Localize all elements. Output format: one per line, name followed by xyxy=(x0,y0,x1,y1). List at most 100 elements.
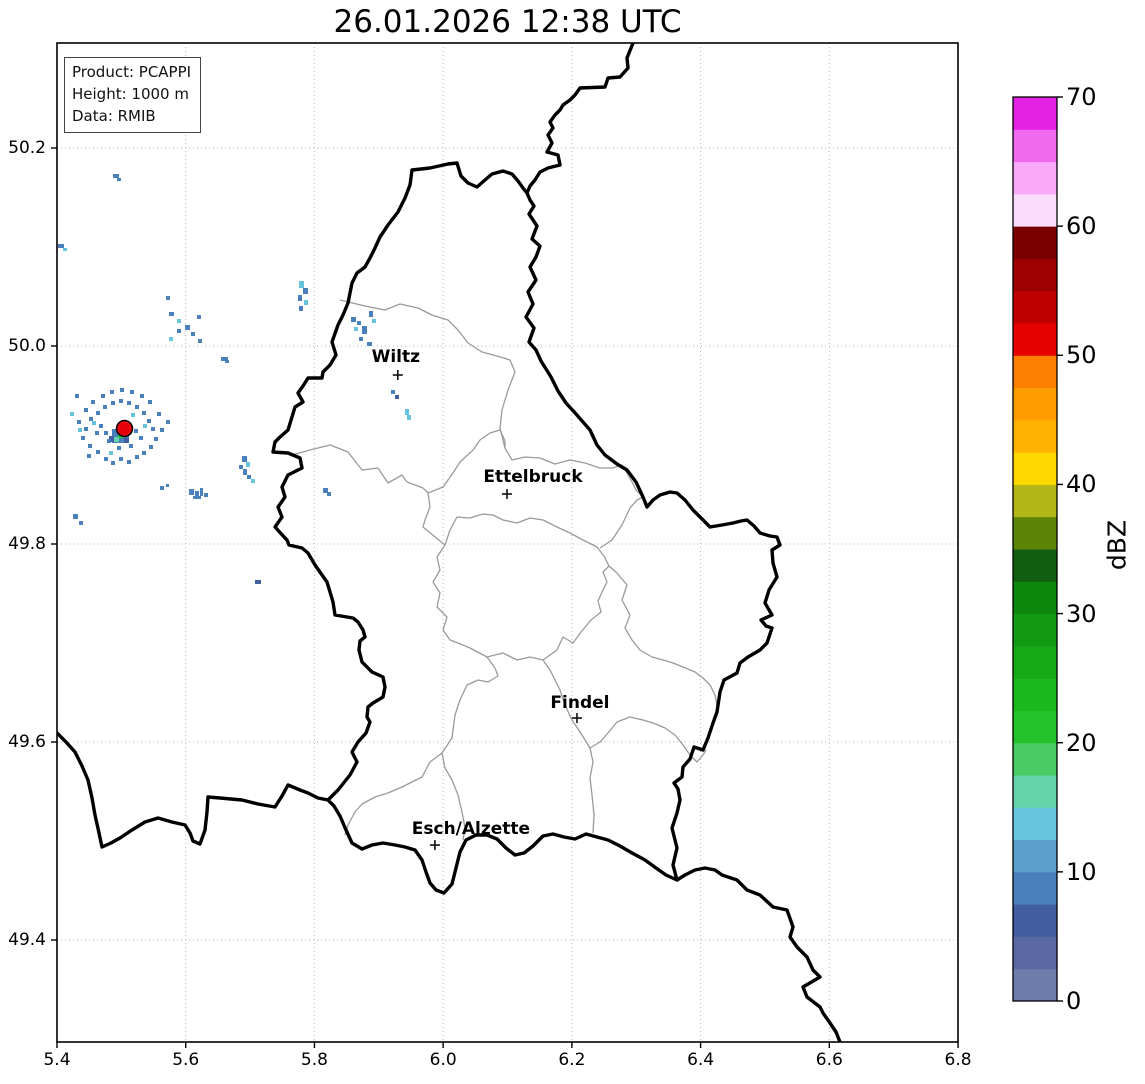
radar-echo-pixel xyxy=(88,444,92,448)
radar-echo-pixel xyxy=(78,428,82,432)
radar-echo-pixel xyxy=(119,399,123,403)
radar-echo-pixel xyxy=(124,438,129,443)
radar-echo-pixel xyxy=(91,400,95,404)
colorbar-cell xyxy=(1013,968,1057,1002)
canton-border xyxy=(589,716,707,763)
radar-echo-pixel xyxy=(200,488,203,496)
radar-echo-pixel xyxy=(142,451,146,455)
radar-echo-pixel xyxy=(166,296,170,300)
radar-echo-pixel xyxy=(193,496,201,499)
radar-echo-pixel xyxy=(243,469,247,475)
radar-echo-pixel xyxy=(89,417,93,421)
radar-echo-pixel xyxy=(140,394,144,398)
radar-echo-pixel xyxy=(142,411,146,415)
radar-echo-pixel xyxy=(127,401,131,405)
colorbar-cell xyxy=(1013,226,1057,259)
radar-echo-pixel xyxy=(160,428,164,432)
radar-echo-pixel xyxy=(405,409,409,415)
radar-site-dot xyxy=(115,419,134,438)
radar-echo-pixel xyxy=(197,315,201,319)
city-label: Wiltz xyxy=(371,347,420,367)
radar-echo-pixel xyxy=(119,457,123,461)
colorbar-cell xyxy=(1013,549,1057,582)
radar-echo-pixel xyxy=(120,388,124,392)
radar-echo-pixel xyxy=(225,360,229,363)
radar-echo-pixel xyxy=(117,178,121,181)
y-tick-label: 50.0 xyxy=(8,336,46,356)
product-line: Product: PCAPPI xyxy=(72,63,192,81)
radar-echo-pixel xyxy=(299,306,303,311)
colorbar-cell xyxy=(1013,678,1057,711)
radar-echo-pixel xyxy=(104,457,108,461)
colorbar-cell xyxy=(1013,97,1057,130)
radar-echo-pixel xyxy=(79,521,83,525)
radar-echo-pixel xyxy=(111,401,115,405)
plot-frame xyxy=(56,42,959,1043)
radar-echo-pixel xyxy=(157,412,161,416)
radar-echo-pixel xyxy=(114,437,119,442)
radar-echo-pixel xyxy=(304,300,308,305)
colorbar-cell xyxy=(1013,904,1057,937)
city-label: Ettelbruck xyxy=(483,467,583,487)
radar-echo-pixel xyxy=(166,420,170,424)
canton-border xyxy=(441,656,499,841)
x-tick-label: 6.8 xyxy=(944,1050,972,1070)
radar-echo-pixel xyxy=(111,461,115,465)
radar-echo-pixel xyxy=(185,325,190,330)
colorbar-cell xyxy=(1013,419,1057,453)
radar-echo-pixel xyxy=(362,326,367,334)
canton-border xyxy=(432,513,610,661)
colorbar-cell xyxy=(1013,936,1057,970)
france-germany-border xyxy=(675,866,842,1042)
radar-echo-pixel xyxy=(154,437,158,441)
x-tick-label: 5.8 xyxy=(300,1050,328,1070)
radar-echo-pixel xyxy=(139,436,143,440)
radar-echo-pixel xyxy=(127,460,131,464)
radar-echo-pixel xyxy=(103,405,107,409)
canton-border xyxy=(427,429,506,494)
radar-echo-pixel xyxy=(129,444,133,448)
city-label: Findel xyxy=(550,693,610,714)
radar-echo-pixel xyxy=(204,493,208,497)
colorbar-cell xyxy=(1013,710,1057,744)
radar-echo-pixel xyxy=(239,465,243,469)
radar-echo-pixel xyxy=(63,248,67,251)
canton-border xyxy=(608,565,718,713)
radar-echo-pixel xyxy=(198,339,202,343)
colorbar-cell xyxy=(1013,742,1057,776)
radar-echo-pixel xyxy=(359,337,363,341)
colorbar-cell xyxy=(1013,807,1057,841)
radar-echo-pixel xyxy=(391,390,395,394)
radar-echo-pixel xyxy=(177,319,181,323)
radar-echo-pixel xyxy=(395,395,399,399)
colorbar-tick-label: 50 xyxy=(1066,341,1097,370)
radar-echo-pixel xyxy=(95,431,99,435)
x-tick-label: 6.6 xyxy=(815,1050,843,1070)
radar-echo-pixel xyxy=(407,415,411,420)
radar-echo-pixel xyxy=(92,421,96,425)
colorbar-cell xyxy=(1013,484,1057,518)
radar-echo-pixel xyxy=(351,317,356,322)
belgium-germany-border xyxy=(525,43,635,195)
canton-border xyxy=(339,299,644,498)
radar-echo-pixel xyxy=(101,394,105,398)
colorbar-cell xyxy=(1013,193,1057,227)
radar-echo-pixel xyxy=(327,492,331,496)
radar-echo-pixel xyxy=(135,455,139,459)
height-line: Height: 1000 m xyxy=(72,85,189,103)
radar-echo-pixel xyxy=(303,288,308,294)
radar-echo-pixel xyxy=(367,342,372,346)
canton-border xyxy=(291,444,446,546)
y-tick-label: 49.6 xyxy=(8,732,46,752)
product-info-box: Product: PCAPPI Height: 1000 m Data: RMI… xyxy=(64,57,202,133)
belgium-france-border xyxy=(57,731,330,849)
colorbar-tick-label: 40 xyxy=(1066,470,1097,499)
radar-echo-pixel xyxy=(357,321,361,325)
radar-echo-pixel xyxy=(151,427,155,431)
radar-echo-pixel xyxy=(372,319,376,323)
canton-border xyxy=(344,752,443,836)
radar-echo-pixel xyxy=(73,514,78,519)
x-tick-label: 5.4 xyxy=(43,1050,71,1070)
